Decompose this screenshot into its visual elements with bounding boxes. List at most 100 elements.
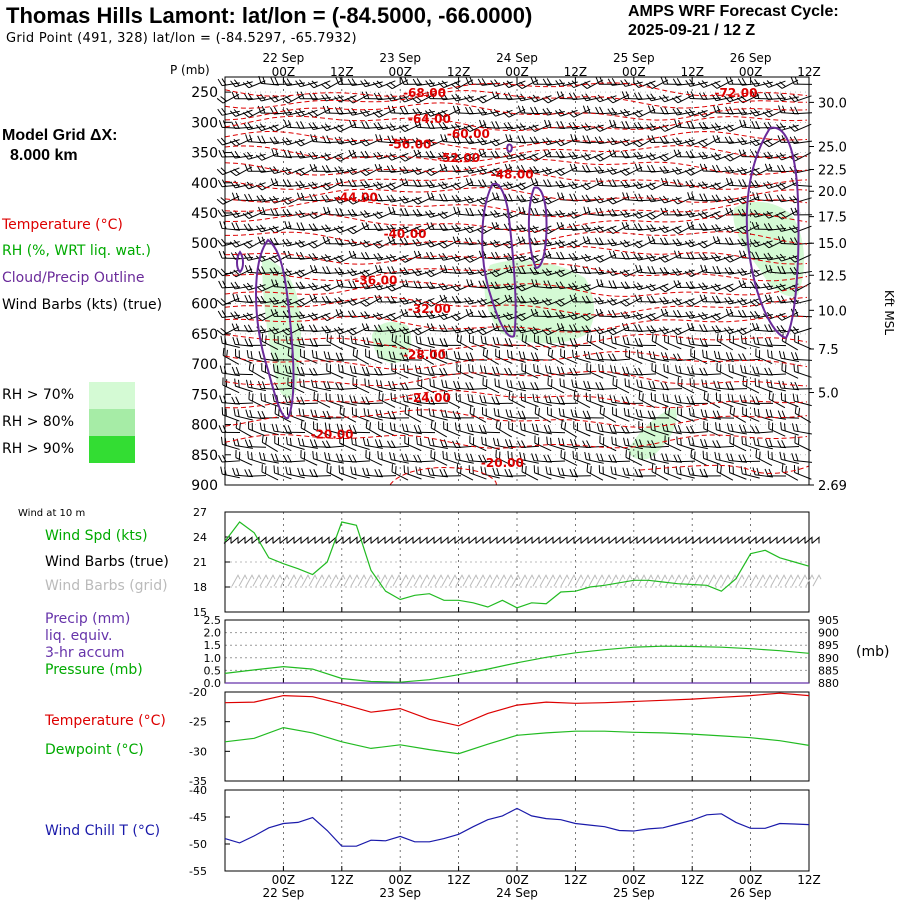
wind-barb <box>463 151 487 162</box>
wind-barb <box>507 450 526 465</box>
wind-barb <box>400 77 423 85</box>
wind-barb-feather <box>664 352 669 360</box>
wind-barb <box>321 224 344 233</box>
wind-barb-feather <box>701 139 708 146</box>
wind-barb-feather <box>666 394 669 403</box>
wind-barb-feather <box>307 82 315 89</box>
wind-barb-feather <box>536 394 539 403</box>
wind-barb-feather <box>572 252 578 260</box>
wind-barb-feather <box>395 335 397 344</box>
wind-barb-staff <box>378 210 396 219</box>
wind-barb-feather <box>216 98 224 104</box>
wind-barb-feather <box>274 435 276 444</box>
wind-barb-feather <box>581 124 587 131</box>
wind-barb-staff <box>352 195 370 205</box>
wind-barb-feather <box>455 295 461 303</box>
wind-barb-feather <box>637 92 643 100</box>
wind-barb-staff <box>313 239 331 249</box>
wind-barb-feather <box>746 378 748 387</box>
wind-barb <box>594 267 617 275</box>
wind-barb-feather <box>497 409 500 417</box>
wind-barb-feather <box>298 138 305 145</box>
wind-barb-feather <box>372 182 379 190</box>
wind-barb-staff <box>274 225 292 234</box>
wind-barb-feather <box>736 228 744 234</box>
wind-barb-staff <box>716 311 734 321</box>
wind-barb-feather <box>247 451 249 459</box>
wind-barb-staff <box>235 268 253 278</box>
wind-barb-feather <box>586 362 588 371</box>
wind-barb-feather <box>417 425 422 433</box>
wind-barb-feather <box>321 296 327 304</box>
wind-barb-feather <box>705 350 708 359</box>
wind-barb-feather <box>651 440 656 448</box>
wind-barb-feather <box>270 453 275 462</box>
wind-barb-feather <box>633 122 639 130</box>
wind-barb-feather <box>287 377 289 386</box>
wind-barb-feather <box>335 178 340 186</box>
wind-barb-feather <box>508 421 510 429</box>
wind-barb-feather <box>444 134 448 142</box>
wind-barb-feather <box>233 408 236 416</box>
wind-barb <box>347 179 371 188</box>
wind-barb-feather <box>456 236 461 244</box>
wind-barb-feather <box>557 192 561 200</box>
wind-barb-feather <box>519 313 526 320</box>
wind-barb-feather <box>776 195 782 202</box>
wind-barb-feather <box>492 336 496 345</box>
wind-barb-feather <box>247 151 253 159</box>
wind-barb-feather <box>571 181 578 188</box>
wind-barb-feather <box>533 165 539 173</box>
wind-barb-feather <box>468 237 474 245</box>
wind-barb <box>242 181 266 190</box>
wind-barb-feather <box>638 324 643 332</box>
wind-barb-feather <box>750 79 756 87</box>
wind-barb-feather <box>530 106 535 115</box>
wind-barb <box>697 312 721 320</box>
wind-barb <box>619 166 643 176</box>
wind-barb-feather <box>597 94 604 101</box>
wind-barb-staff <box>274 341 292 350</box>
wind-barb-feather <box>300 396 305 404</box>
wind-barb-feather <box>289 437 292 446</box>
wind-barb-feather <box>590 335 592 343</box>
wind-barb <box>555 108 578 117</box>
wind-barb-feather <box>412 179 418 187</box>
wind-barb <box>638 391 656 409</box>
wind-barb <box>454 452 474 464</box>
wind-barb <box>294 138 318 147</box>
wind-barb-staff <box>455 445 475 449</box>
wind-barb-feather <box>689 180 695 188</box>
wind-barb-feather <box>571 379 574 388</box>
wind-barb-feather <box>769 264 773 273</box>
wind-barb-feather <box>555 110 561 117</box>
wind-barb-feather <box>658 155 666 162</box>
wind-barb <box>372 312 396 321</box>
wind-barb-staff <box>248 458 266 465</box>
wind-barb-feather <box>271 148 275 157</box>
wind-barb-staff <box>676 358 696 362</box>
wind-barb-feather <box>662 154 669 160</box>
wind-barb-feather <box>478 454 483 463</box>
wind-barb-feather <box>408 407 410 416</box>
wind-barb-staff <box>352 414 370 422</box>
wind-barb-feather <box>498 379 500 388</box>
wind-barb-feather <box>385 83 393 90</box>
wind-barb-feather <box>238 451 241 460</box>
wind-barb-feather <box>337 326 344 333</box>
wind-barb <box>347 238 370 247</box>
wind-barb-feather <box>287 454 292 462</box>
wind-barb-feather <box>388 206 392 215</box>
wind-barb-feather <box>505 134 509 142</box>
wind-barb-staff <box>326 471 344 481</box>
wind-barb-feather <box>672 138 678 145</box>
wind-barb-staff <box>664 282 682 293</box>
wind-barb-feather <box>625 396 630 404</box>
wind-barb-feather <box>386 165 392 173</box>
wind-barb-feather <box>611 353 617 361</box>
wind-barb-feather <box>390 165 396 173</box>
wind-barb-feather <box>312 122 318 130</box>
wind-barb <box>791 423 812 435</box>
wind-barb-staff <box>286 184 306 188</box>
wind-barb-feather <box>573 294 578 303</box>
